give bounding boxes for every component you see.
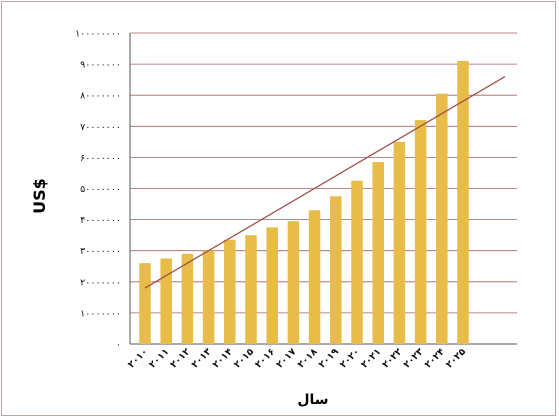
bar (139, 263, 151, 344)
x-tick-label: ۲۰۱۸ (296, 346, 320, 370)
bar (202, 250, 215, 344)
bar (224, 239, 236, 344)
y-tick-label: ۸۰۰۰۰۰۰۰ (80, 91, 121, 102)
trendline (144, 75, 506, 289)
x-tick-label: ۲۰۱۷ (274, 346, 298, 370)
bar (287, 221, 300, 344)
x-tick-label: ۲۰۱۳ (190, 346, 214, 370)
trendline-path (144, 75, 506, 289)
x-tick-label: ۲۰۲۵ (444, 346, 468, 370)
bars (139, 60, 469, 345)
bar (436, 93, 448, 345)
x-tick-label: ۲۰۱۲ (168, 346, 192, 370)
bar (393, 141, 406, 344)
x-tick-label: ۲۰۱۹ (317, 346, 341, 370)
y-tick-label: ۳۰۰۰۰۰۰۰ (80, 246, 121, 257)
bar (160, 258, 172, 344)
x-tick-label: ۲۰۲۳ (402, 346, 426, 370)
y-tick-label: ۱۰۰۰۰۰۰۰ (80, 308, 121, 319)
bar (330, 196, 342, 344)
y-tick-label: ۰ (116, 340, 121, 351)
x-tick-label: ۲۰۲۲ (380, 346, 404, 370)
y-tick-label: ۶۰۰۰۰۰۰۰ (80, 153, 121, 164)
y-tick-label: ۴۰۰۰۰۰۰۰ (80, 215, 121, 226)
bar (372, 162, 384, 344)
x-tick-label: ۲۰۱۴ (211, 346, 235, 370)
x-tick-label: ۲۰۱۱ (147, 346, 171, 370)
bar (457, 60, 469, 345)
bar (351, 180, 363, 344)
bar (181, 253, 194, 344)
x-axis-title: سال (297, 392, 328, 408)
y-tick-label: ۹۰۰۰۰۰۰۰ (80, 60, 121, 71)
y-axis-title: US$ (30, 178, 49, 214)
x-tick-label: ۲۰۲۰ (338, 346, 362, 370)
bar (245, 235, 257, 344)
y-tick-labels: ۰ ۱۰۰۰۰۰۰۰ ۲۰۰۰۰۰۰۰ ۳۰۰۰۰۰۰۰ ۴۰۰۰۰۰۰۰ ۵۰۰۰۰۰۰… (75, 29, 121, 351)
bar (266, 227, 278, 344)
y-tick-label: ۵۰۰۰۰۰۰۰ (80, 184, 121, 195)
bar (414, 120, 427, 344)
x-tick-label: ۲۰۱۵ (232, 346, 256, 370)
x-tick-label: ۲۰۱۶ (253, 346, 277, 370)
grid-lines (129, 32, 517, 345)
bar (308, 210, 321, 344)
y-tick-label: ۱۰۰۰۰۰۰۰۰ (75, 29, 121, 40)
x-tick-label: ۲۰۲۴ (423, 346, 447, 370)
y-tick-label: ۲۰۰۰۰۰۰۰ (80, 277, 121, 288)
x-tick-label: ۲۰۲۱ (359, 346, 383, 370)
x-tick-label: ۲۰۱۰ (126, 346, 150, 370)
y-tick-label: ۷۰۰۰۰۰۰۰ (80, 122, 121, 133)
x-tick-labels: ۲۰۱۰۲۰۱۱۲۰۱۲۲۰۱۳۲۰۱۴۲۰۱۵۲۰۱۶۲۰۱۷۲۰۱۸۲۰۱۹… (126, 346, 468, 370)
